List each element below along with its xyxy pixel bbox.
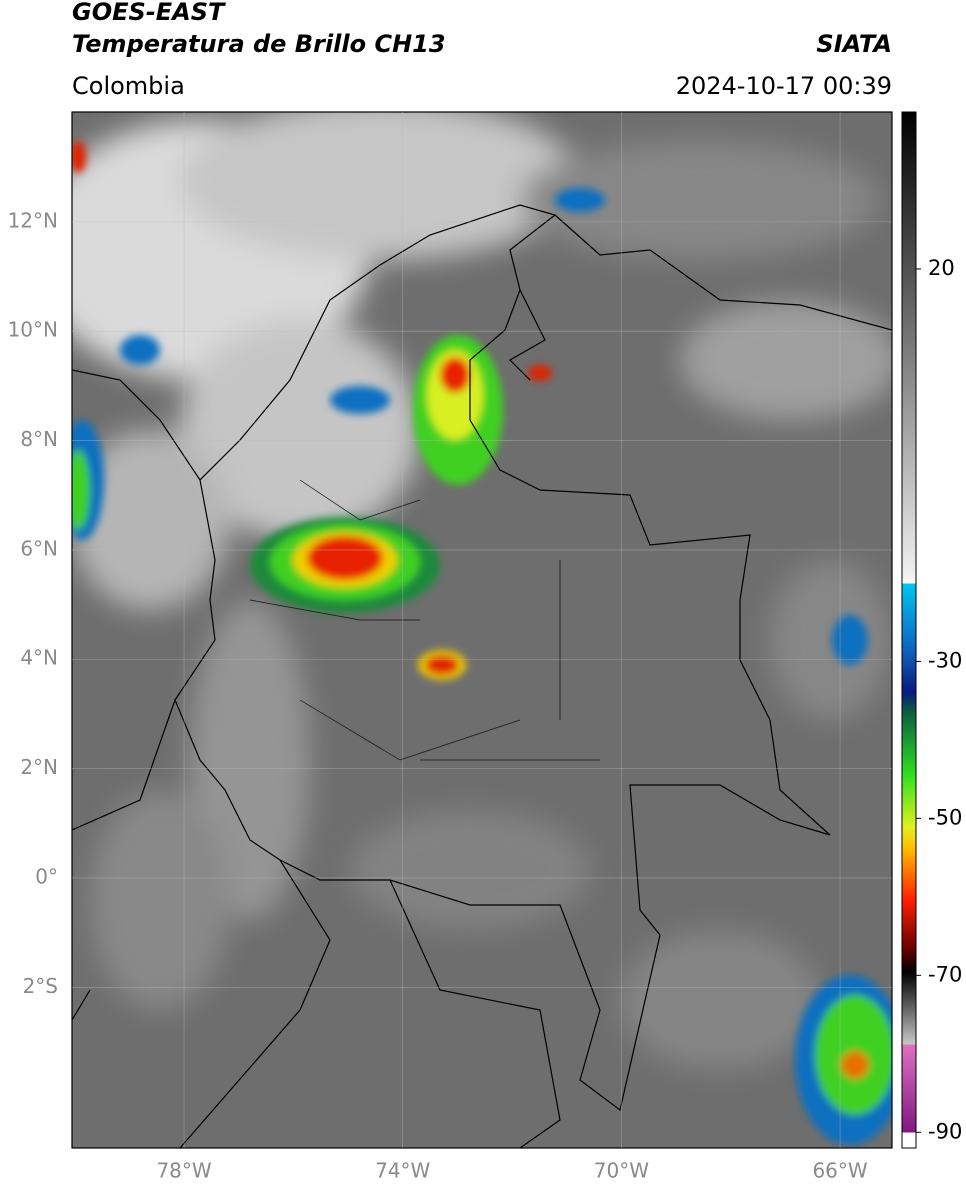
colorbar-tick-label: -30 bbox=[928, 648, 962, 672]
colorbar-tick-label: -70 bbox=[928, 962, 962, 986]
subtitle: Temperatura de Brillo CH13 bbox=[72, 30, 446, 58]
y-tick-label: 0° bbox=[35, 864, 58, 888]
satellite-image bbox=[72, 112, 892, 1148]
x-tick-label: 70°W bbox=[594, 1159, 649, 1183]
colorbar bbox=[901, 111, 917, 1149]
map-frame bbox=[71, 111, 893, 1149]
y-tick-label: 2°S bbox=[23, 974, 58, 998]
y-tick-label: 6°N bbox=[20, 536, 58, 560]
x-tick-label: 74°W bbox=[375, 1159, 430, 1183]
x-tick-label: 66°W bbox=[812, 1159, 867, 1183]
y-tick-label: 2°N bbox=[20, 755, 58, 779]
colorbar-tick-label: 20 bbox=[928, 256, 955, 280]
country-border bbox=[174, 204, 831, 1112]
datetime: 2024-10-17 00:39 bbox=[676, 72, 892, 100]
colorbar-tick-label: -50 bbox=[928, 805, 962, 829]
y-tick-label: 8°N bbox=[20, 427, 58, 451]
region: Colombia bbox=[72, 72, 185, 100]
department-lines bbox=[249, 479, 600, 761]
colorbar-tick-label: -90 bbox=[928, 1119, 962, 1143]
source: SIATA bbox=[816, 30, 892, 58]
y-tick-label: 12°N bbox=[8, 208, 58, 232]
y-tick-label: 4°N bbox=[20, 646, 58, 670]
border-lines bbox=[72, 214, 892, 1148]
y-tick-label: 10°N bbox=[8, 318, 58, 342]
title: GOES-EAST bbox=[72, 0, 226, 26]
x-tick-label: 78°W bbox=[156, 1159, 211, 1183]
